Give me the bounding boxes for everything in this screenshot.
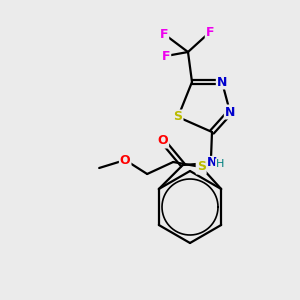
Text: O: O xyxy=(158,134,168,148)
Text: N: N xyxy=(217,76,227,88)
Text: F: F xyxy=(160,28,168,40)
Text: H: H xyxy=(216,159,224,169)
Text: S: S xyxy=(173,110,182,124)
Text: N: N xyxy=(207,157,217,169)
Text: F: F xyxy=(206,26,214,38)
Text: O: O xyxy=(120,154,130,166)
Text: S: S xyxy=(197,160,206,173)
Text: F: F xyxy=(162,50,170,62)
Text: N: N xyxy=(225,106,235,118)
